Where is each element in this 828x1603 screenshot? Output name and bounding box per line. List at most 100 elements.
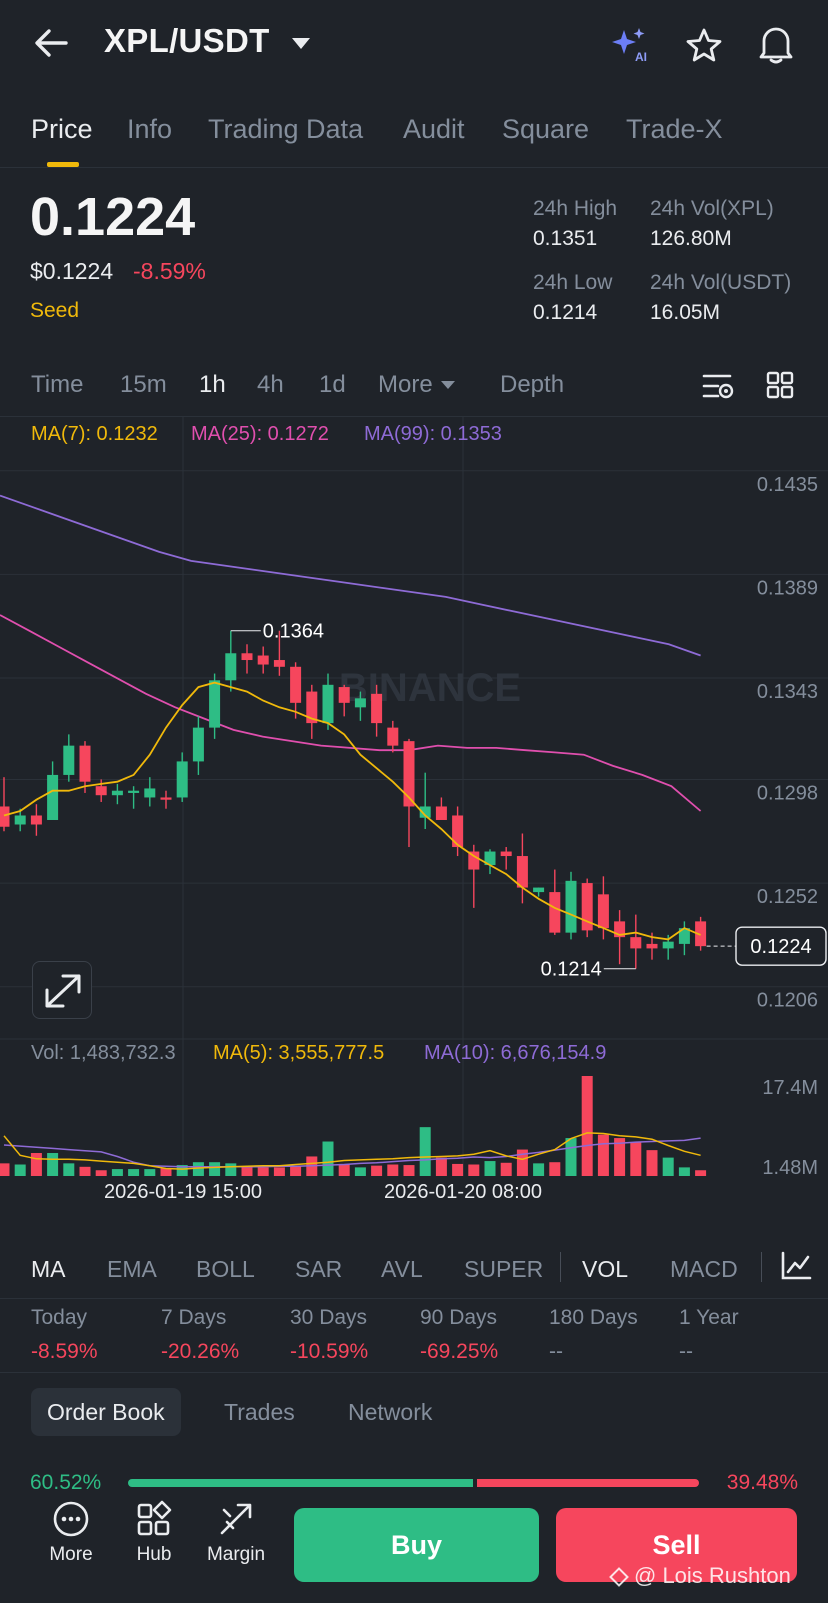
tf-1h[interactable]: 1h <box>199 371 226 398</box>
volume-bar <box>0 1163 10 1176</box>
indicator-super[interactable]: SUPER <box>464 1256 544 1282</box>
indicator-ma[interactable]: MA <box>31 1256 66 1282</box>
seed-tag[interactable]: Seed <box>30 299 80 322</box>
tab-network[interactable]: Network <box>348 1399 433 1425</box>
ai-sparkle-icon[interactable]: AI <box>610 26 654 64</box>
tab-square[interactable]: Square <box>502 114 590 144</box>
indicator-ema[interactable]: EMA <box>107 1256 157 1282</box>
buy-ratio: 60.52% <box>30 1471 102 1494</box>
pair-dropdown-icon[interactable] <box>292 38 310 49</box>
tab-trade-x[interactable]: Trade-X <box>626 114 723 144</box>
volume-bar <box>290 1166 302 1176</box>
tf-depth[interactable]: Depth <box>500 371 565 398</box>
indicator-vol[interactable]: VOL <box>582 1256 629 1282</box>
volume-bar <box>403 1165 415 1176</box>
candle-body <box>241 653 253 661</box>
tf-4h[interactable]: 4h <box>257 371 284 398</box>
vol-ma10-legend: MA(10): 6,676,154.9 <box>424 1042 607 1064</box>
candle-body <box>452 815 464 848</box>
hub-nav-button[interactable]: Hub <box>114 1500 194 1566</box>
volume-bar <box>468 1164 480 1176</box>
volume-bar <box>209 1162 221 1176</box>
candle-body <box>646 943 658 949</box>
low-24h-value: 0.1214 <box>533 301 598 324</box>
indicator-macd[interactable]: MACD <box>670 1256 738 1282</box>
vol-base-value: 126.80M <box>650 227 732 250</box>
y-axis-label: 0.1435 <box>757 474 818 496</box>
margin-nav-button[interactable]: Margin <box>196 1500 276 1566</box>
grid-layout-icon[interactable] <box>766 371 794 399</box>
tf-time[interactable]: Time <box>31 371 84 398</box>
tf-15m[interactable]: 15m <box>120 371 167 398</box>
buy-button[interactable]: Buy <box>294 1508 539 1582</box>
vol-ma10-line <box>3 1137 701 1168</box>
candle-body <box>63 745 75 775</box>
tab-trading-data[interactable]: Trading Data <box>208 114 364 144</box>
volume-bar <box>160 1168 172 1176</box>
vol-legend: Vol: 1,483,732.3 <box>31 1042 176 1064</box>
indicator-sar[interactable]: SAR <box>295 1256 343 1282</box>
tf-1d[interactable]: 1d <box>319 371 346 398</box>
tab-trades[interactable]: Trades <box>224 1399 295 1425</box>
usd-price: $0.1224 <box>30 258 114 284</box>
kline-chart-area[interactable] <box>0 416 828 1206</box>
perf-1y-label: 1 Year <box>679 1306 739 1329</box>
perf-180d-value: -- <box>549 1340 563 1363</box>
indicator-chart-icon[interactable] <box>780 1251 812 1281</box>
perf-90d-value: -69.25% <box>420 1340 499 1363</box>
candle-body <box>597 894 609 929</box>
candle-body <box>0 806 10 827</box>
tab-audit[interactable]: Audit <box>403 114 465 144</box>
candle-body <box>549 892 561 933</box>
hub-icon <box>137 1500 172 1536</box>
candle-body <box>565 880 577 933</box>
candle-body <box>257 655 269 665</box>
candle-body <box>484 851 496 866</box>
high-24h-value: 0.1351 <box>533 227 598 250</box>
volume-bar <box>371 1165 383 1176</box>
back-arrow-icon[interactable] <box>34 28 68 58</box>
volume-bar <box>128 1169 140 1176</box>
sell-button[interactable]: Sell <box>556 1508 797 1582</box>
section-tabs: Price Info Trading Data Audit Square Tra… <box>0 100 828 168</box>
pair-title[interactable]: XPL/USDT <box>104 22 270 59</box>
candle-body <box>678 928 690 944</box>
tab-order-book[interactable]: Order Book <box>31 1388 181 1436</box>
more-dots-icon <box>53 1501 89 1537</box>
more-nav-button[interactable]: More <box>31 1500 111 1566</box>
buy-ratio-bar <box>128 1479 473 1487</box>
candle-body <box>630 937 642 949</box>
volume-bar <box>257 1167 269 1176</box>
indicator-avl[interactable]: AVL <box>381 1256 423 1282</box>
bell-icon[interactable] <box>758 24 794 64</box>
indicator-separator <box>761 1252 762 1282</box>
volume-bar <box>646 1150 658 1176</box>
volume-bar <box>95 1170 107 1176</box>
candle-body <box>306 691 318 724</box>
chart-settings-icon[interactable] <box>702 372 734 400</box>
volume-bar <box>322 1141 334 1176</box>
y-axis-label: 0.1389 <box>757 577 818 599</box>
volume-bar <box>419 1127 431 1176</box>
star-icon[interactable] <box>686 28 722 62</box>
volume-bar <box>30 1153 42 1176</box>
volume-bar <box>354 1167 366 1176</box>
tf-more[interactable]: More <box>378 371 433 398</box>
kline-chart[interactable]: BINANCE 0.1435 0.1389 0.1343 0.1298 0.1252 0.… <box>0 416 828 1206</box>
candle-body <box>354 698 366 708</box>
fullscreen-button[interactable] <box>32 961 92 1019</box>
volume-bar <box>565 1138 577 1176</box>
margin-nav-label: Margin <box>206 1544 266 1565</box>
candle-body <box>662 941 674 949</box>
indicator-boll[interactable]: BOLL <box>196 1256 255 1282</box>
volume-bar <box>79 1166 91 1176</box>
tab-price[interactable]: Price <box>31 114 93 144</box>
tab-info[interactable]: Info <box>127 114 173 144</box>
last-price: 0.1224 <box>30 187 196 247</box>
volume-bar <box>435 1157 447 1176</box>
margin-icon <box>220 1503 252 1535</box>
author-watermark-text: @ Lois Rushton <box>634 1563 791 1588</box>
candle-body <box>533 887 545 893</box>
high-marker-label: 0.1364 <box>263 621 324 643</box>
price-change-percent: -8.59% <box>133 258 206 284</box>
